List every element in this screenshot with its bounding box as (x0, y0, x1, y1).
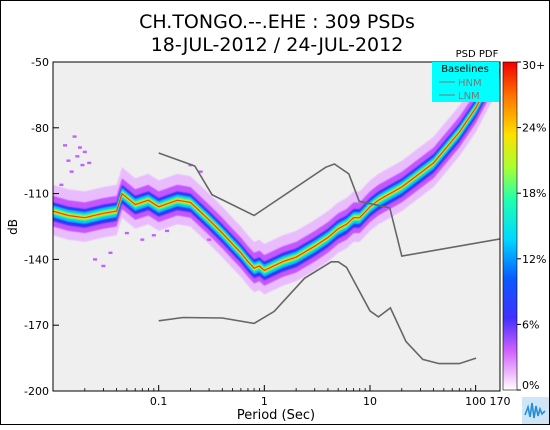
pdf-mode-line (53, 62, 500, 272)
pdf-speckle (207, 238, 212, 241)
plot-border (52, 61, 501, 392)
pdf-speckle (87, 161, 92, 165)
pdf-speckle (165, 229, 170, 233)
colorbar-tick-label: 12% (522, 253, 546, 266)
x-tick-label: 0.1 (150, 395, 168, 408)
colorbar-tick-label: 18% (522, 187, 546, 200)
chart-subtitle: 18-JUL-2012 / 24-JUL-2012 (151, 34, 404, 56)
y-tick-label: -170 (24, 319, 49, 332)
baseline-curves (158, 152, 500, 365)
y-tick-label: -110 (24, 188, 49, 201)
y-tick-label: -140 (24, 253, 49, 266)
pdf-speckle (101, 264, 106, 268)
pdf-speckle (82, 150, 87, 154)
x-axis-ticks: 0.1 1 10 100 170 (84, 385, 511, 408)
x-tick-label: 170 (490, 395, 511, 408)
pdf-speckle (59, 183, 64, 187)
logo-icon (522, 397, 549, 424)
colorbar-tick-label: 6% (522, 318, 539, 331)
chart-title: CH.TONGO.--.EHE : 309 PSDs (139, 11, 415, 33)
pdf-speckle (93, 258, 98, 261)
colorbar-tick-label: 0% (522, 379, 539, 392)
y-axis-ticks: -50 -80 -110 -140 -170 -200 (24, 56, 59, 398)
colorbar-ticks: 30+ 24% 18% 12% 6% 0% (517, 59, 546, 392)
y-tick-label: -200 (24, 385, 49, 398)
pdf-speckle (69, 170, 74, 173)
x-tick-label: 10 (363, 395, 377, 408)
pdf-speckle (151, 234, 156, 237)
pdf-speckle (140, 238, 145, 241)
colorbar-tick-label: 30+ (522, 59, 545, 72)
baseline-hnm-line (158, 152, 500, 258)
y-tick-label: -80 (31, 122, 49, 135)
x-tick-label: 1 (261, 395, 268, 408)
pdf-speckle (66, 159, 71, 162)
baseline-lnm-line (158, 260, 477, 365)
plot-area (53, 62, 500, 391)
pdf-speckle (108, 251, 113, 255)
colorbar-gradient (502, 61, 518, 391)
x-tick-label: 100 (465, 395, 486, 408)
baselines-legend: Baselines HNM LNM (432, 62, 499, 102)
y-axis-label: dB (6, 219, 20, 235)
y-tick-label: -50 (31, 56, 49, 69)
colorbar-tick-label: 24% (522, 122, 546, 135)
legend-item-hnm: HNM (458, 78, 482, 89)
x-axis-label: Period (Sec) (237, 408, 315, 423)
pdf-speckle (124, 231, 129, 235)
pdf-speckle (72, 135, 77, 138)
pdf-speckle (75, 155, 80, 158)
legend-title: Baselines (441, 64, 489, 75)
legend-item-lnm: LNM (458, 91, 480, 102)
pdf-speckle (80, 163, 85, 167)
colorbar-title: PSD PDF (456, 49, 499, 60)
pdf-speckle (198, 170, 203, 173)
pdf-speckle (63, 144, 68, 147)
colorbar: PSD PDF 30+ 24% 18% 12% 6% 0% (456, 49, 547, 392)
pdf-speckle (77, 146, 82, 149)
psd-density-layer (53, 62, 500, 295)
